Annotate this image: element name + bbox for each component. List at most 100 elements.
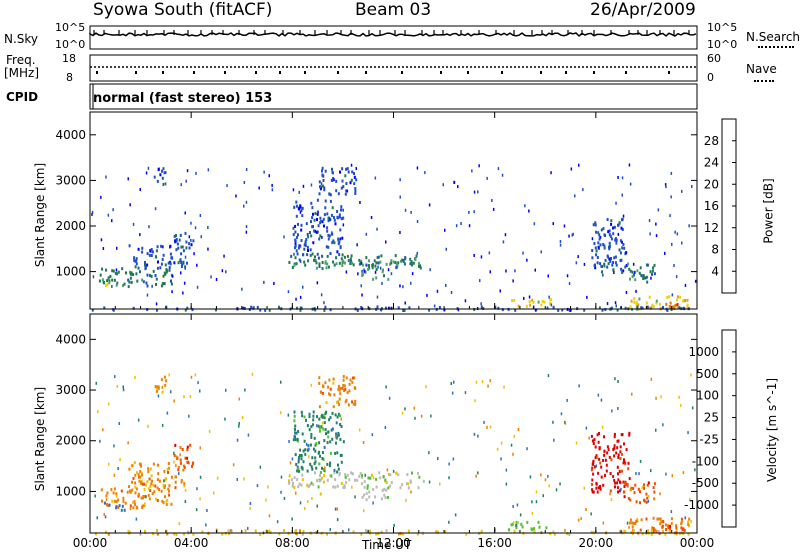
power-cell bbox=[333, 178, 335, 182]
velocity-cell bbox=[594, 445, 597, 449]
power-cell bbox=[316, 281, 319, 285]
power-cell bbox=[331, 178, 334, 182]
velocity-cell bbox=[309, 462, 312, 466]
power-cell bbox=[629, 269, 632, 273]
power-cell bbox=[147, 166, 150, 170]
power-cell bbox=[156, 245, 159, 249]
power-cell bbox=[328, 234, 331, 238]
power-cell bbox=[256, 305, 259, 309]
velocity-cell bbox=[344, 473, 347, 477]
power-cell bbox=[164, 182, 167, 186]
nsky-tick-high: 10^5 bbox=[55, 21, 86, 34]
power-cell bbox=[532, 305, 535, 309]
power-cell bbox=[128, 244, 131, 248]
velocity-cell bbox=[232, 463, 235, 467]
power-cell bbox=[322, 217, 325, 221]
velocity-cell bbox=[385, 481, 388, 485]
velocity-cell bbox=[134, 376, 136, 379]
velocity-cell bbox=[659, 517, 662, 521]
velocity-cell bbox=[597, 486, 600, 490]
velocity-cell bbox=[299, 529, 301, 533]
power-cell bbox=[606, 302, 609, 306]
velocity-cell bbox=[329, 451, 332, 455]
power-cell bbox=[621, 176, 624, 180]
velocity-cell bbox=[682, 527, 685, 531]
velocity-cell bbox=[308, 412, 311, 416]
velocity-plot-area bbox=[90, 314, 697, 533]
power-cell bbox=[299, 308, 302, 312]
velocity-cell bbox=[645, 492, 648, 496]
velocity-cell bbox=[405, 498, 407, 502]
velocity-cell bbox=[293, 486, 296, 489]
velocity-cell bbox=[411, 471, 413, 475]
velocity-cell bbox=[619, 445, 622, 449]
velocity-cell bbox=[353, 376, 356, 380]
power-cell bbox=[207, 168, 210, 172]
velocity-cell bbox=[607, 448, 610, 452]
power-cell bbox=[676, 304, 679, 308]
power-cell bbox=[129, 272, 132, 276]
power-cell bbox=[137, 266, 140, 270]
velocity-cell bbox=[560, 412, 563, 416]
velocity-cell bbox=[236, 478, 238, 481]
power-cell bbox=[144, 261, 146, 264]
velocity-cell bbox=[120, 489, 123, 493]
velocity-cell bbox=[247, 433, 250, 437]
velocity-cell bbox=[297, 460, 300, 464]
power-colorbar-tick-label: 16 bbox=[704, 199, 719, 213]
power-colorbar-tick-label: 4 bbox=[711, 264, 719, 278]
power-cell bbox=[681, 241, 683, 245]
power-cell bbox=[353, 182, 356, 186]
power-cell bbox=[332, 177, 335, 181]
velocity-cell bbox=[147, 493, 150, 497]
velocity-cell bbox=[138, 475, 141, 479]
velocity-cell bbox=[339, 392, 342, 396]
power-cell bbox=[655, 301, 658, 305]
velocity-cell bbox=[651, 526, 654, 530]
xtick-label: 04:00 bbox=[174, 536, 209, 550]
nave-mark bbox=[224, 71, 226, 74]
power-cell bbox=[163, 282, 166, 286]
power-cell bbox=[445, 247, 447, 251]
velocity-cell bbox=[268, 529, 271, 533]
velocity-cell bbox=[635, 472, 637, 475]
power-cell bbox=[326, 254, 329, 258]
power-cell bbox=[299, 259, 302, 263]
power-cell bbox=[358, 258, 361, 262]
velocity-cell bbox=[175, 533, 178, 536]
velocity-cell bbox=[342, 440, 345, 444]
power-cell bbox=[157, 168, 160, 172]
velocity-cell bbox=[241, 416, 244, 419]
velocity-cell bbox=[166, 468, 169, 471]
cpid-panel-frame bbox=[89, 83, 698, 110]
velocity-cell bbox=[352, 376, 354, 380]
velocity-cell bbox=[599, 485, 602, 488]
power-cell bbox=[547, 274, 549, 278]
velocity-cell bbox=[143, 502, 146, 506]
power-cell bbox=[501, 308, 504, 312]
power-cell bbox=[541, 299, 544, 303]
velocity-cell bbox=[309, 443, 312, 447]
velocity-cell bbox=[165, 529, 168, 533]
power-cell bbox=[603, 246, 606, 250]
power-cell bbox=[428, 308, 431, 312]
power-cell bbox=[341, 179, 344, 183]
power-cell bbox=[141, 278, 144, 282]
velocity-cell bbox=[278, 532, 281, 536]
power-cell bbox=[653, 263, 656, 267]
x-axis-label: Time UT bbox=[362, 538, 412, 552]
velocity-cell bbox=[310, 481, 313, 485]
velocity-colorbar-tick-label: -25 bbox=[699, 432, 719, 446]
power-cell bbox=[184, 255, 187, 259]
power-cell bbox=[190, 243, 193, 247]
velocity-cell bbox=[317, 485, 320, 489]
velocity-cell bbox=[371, 473, 373, 477]
velocity-cell bbox=[303, 415, 306, 419]
velocity-cell bbox=[318, 441, 321, 445]
power-cell bbox=[468, 210, 470, 214]
power-cell bbox=[652, 266, 655, 270]
power-cell bbox=[156, 179, 159, 183]
power-cell bbox=[598, 233, 601, 237]
velocity-cell bbox=[113, 499, 116, 503]
velocity-cell bbox=[323, 445, 326, 449]
